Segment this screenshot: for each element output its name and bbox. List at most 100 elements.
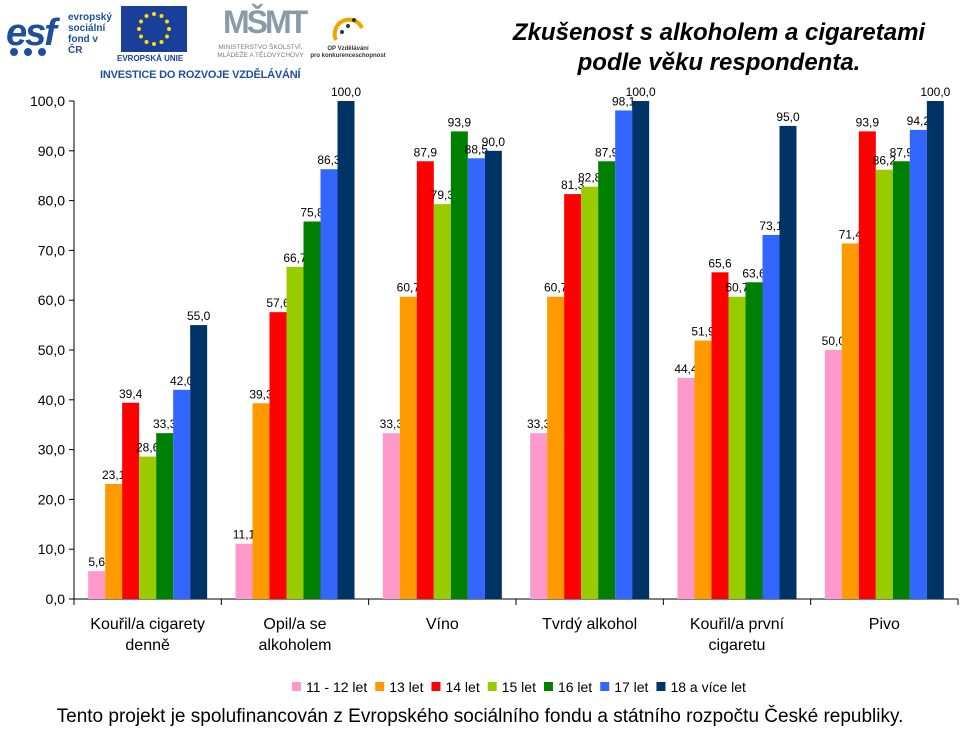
eu-star-icon	[152, 42, 156, 46]
bar-data-label: 93,9	[448, 115, 472, 129]
bar-data-label: 86,3	[317, 153, 341, 167]
bar-data-label: 73,1	[759, 219, 783, 233]
bar-data-label: 60,7	[725, 281, 749, 295]
bar-data-label: 90,0	[482, 135, 506, 149]
bar-data-label: 55,0	[187, 309, 211, 323]
bar	[762, 234, 780, 599]
bar	[728, 296, 746, 599]
bar-data-label: 60,7	[544, 281, 568, 295]
eu-star-icon	[159, 39, 164, 44]
bar	[450, 131, 468, 600]
bar	[711, 272, 729, 599]
bar-data-label: 82,8	[578, 171, 602, 185]
bar-data-label: 65,6	[708, 256, 732, 270]
y-tick-label: 40,0	[38, 392, 65, 408]
bar-data-label: 33,3	[527, 417, 551, 431]
bar	[858, 131, 876, 600]
bar	[190, 325, 208, 599]
legend-label: 13 let	[389, 679, 423, 695]
y-tick-label: 90,0	[38, 143, 65, 159]
bar-data-label: 42,0	[170, 374, 194, 388]
x-category-label: Kouřil/a první	[690, 616, 785, 633]
legend-swatch	[487, 682, 497, 691]
esf-logo-line-2: sociální	[68, 23, 106, 34]
bar	[433, 204, 451, 599]
bar	[484, 150, 502, 600]
bar	[467, 158, 485, 599]
bar-data-label: 75,8	[300, 206, 324, 220]
bar	[105, 483, 123, 599]
eu-star-icon	[144, 39, 149, 44]
bar-data-label: 100,0	[626, 85, 656, 99]
bar-data-label: 60,7	[397, 281, 421, 295]
op-caption-line-1: OP Vzdělávání	[327, 46, 369, 52]
legend-label: 17 let	[614, 679, 648, 695]
y-tick-label: 80,0	[38, 193, 65, 209]
x-category-label: Pivo	[869, 616, 900, 633]
x-category-label: Opil/a se	[263, 616, 326, 633]
bar-data-label: 33,3	[380, 417, 404, 431]
y-tick-label: 100,0	[30, 93, 65, 109]
chart-title-line-1: Zkušenost s alkoholem a cigaretami	[512, 19, 926, 46]
esf-logo-line-3: fond v ČR	[68, 34, 98, 56]
bar-data-label: 100,0	[331, 85, 361, 99]
bar-data-label: 33,3	[153, 417, 177, 431]
op-caption: OP Vzdělávání pro konkurenceschopnost	[310, 46, 386, 60]
bar	[337, 101, 355, 599]
bar	[382, 433, 400, 599]
esf-logo: esf evropský sociální fond v ČR	[6, 4, 114, 66]
msmt-logo: MŠMT MINISTERSTVO ŠKOLSTVÍ, MLÁDEŽE A TĚ…	[213, 4, 308, 64]
legend-label: 15 let	[502, 679, 536, 695]
legend-swatch	[375, 682, 385, 691]
bar	[694, 340, 712, 599]
bar	[745, 282, 763, 599]
eu-star-icon	[167, 27, 171, 31]
bar-data-label: 5,6	[88, 555, 105, 569]
bar	[286, 266, 304, 599]
bar-data-label: 51,9	[691, 325, 715, 339]
bar	[564, 194, 582, 599]
legend-swatch	[431, 682, 441, 691]
header-logos: esf evropský sociální fond v ČR EVROPSKÁ…	[0, 0, 400, 90]
bar	[303, 221, 321, 600]
legend-swatch	[292, 682, 301, 691]
x-category-label: alkoholem	[259, 637, 332, 654]
y-tick-label: 50,0	[38, 342, 65, 358]
bar-data-label: 63,6	[742, 266, 766, 280]
x-category-label: cigaretu	[709, 637, 766, 654]
legend-label: 16 let	[558, 679, 592, 695]
y-tick-label: 20,0	[38, 491, 65, 507]
bar-data-label: 93,9	[856, 115, 880, 129]
bar	[677, 377, 695, 599]
bar-data-label: 39,4	[119, 387, 143, 401]
bar-data-label: 50,0	[822, 334, 846, 348]
chart-title-line-2: podle věku respondenta.	[577, 49, 861, 76]
legend-label: 18 a více let	[670, 679, 746, 695]
y-tick-label: 0,0	[46, 591, 66, 607]
bar	[892, 161, 910, 599]
op-logo: OP Vzdělávání pro konkurenceschopnost	[310, 6, 386, 66]
y-tick-label: 70,0	[38, 242, 65, 258]
bar	[156, 433, 174, 599]
bar	[320, 169, 338, 599]
y-tick-label: 10,0	[38, 541, 65, 557]
bar-data-label: 87,9	[414, 145, 438, 159]
bar-data-label: 87,9	[595, 145, 619, 159]
msmt-caption-line-2: MLÁDEŽE A TĚLOVÝCHOVY	[217, 52, 304, 59]
bar	[598, 161, 616, 599]
bar-chart: 0,0 10,0 20,0 30,0 40,0 50,0 60,0 70,0 80,0 90,0 1…	[30, 85, 959, 695]
esf-logo-mark: esf	[6, 12, 57, 54]
bar	[875, 169, 893, 599]
bar-data-label: 87,9	[890, 145, 914, 159]
bar	[399, 296, 417, 599]
bar	[235, 543, 253, 599]
eu-logo: EVROPSKÁ UNIE	[117, 6, 187, 64]
bar	[88, 571, 106, 599]
bar-data-label: 86,2	[873, 154, 897, 168]
bar-data-label: 66,7	[283, 251, 307, 265]
eu-star-icon	[164, 34, 169, 39]
eu-star-icon	[159, 14, 164, 19]
x-category-label: Tvrdý alkohol	[542, 616, 637, 633]
bar-data-label: 88,5	[465, 142, 489, 156]
op-dots-icon	[332, 17, 364, 41]
